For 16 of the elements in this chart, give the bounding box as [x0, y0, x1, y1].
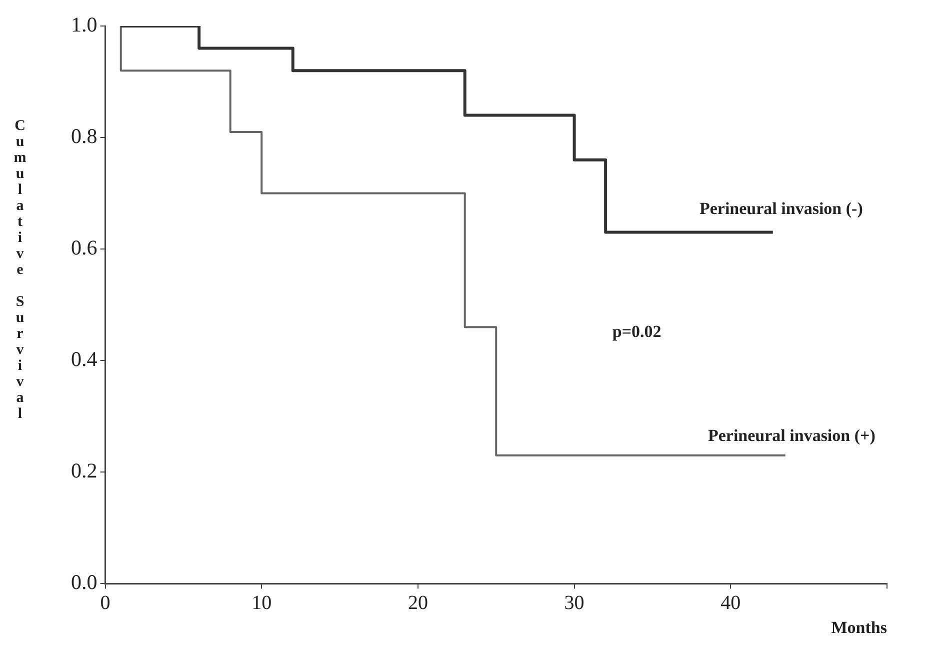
y-tick-label: 1.0	[71, 12, 98, 37]
series-label: Perineural invasion (-)	[699, 199, 863, 218]
x-tick-label: 0	[100, 592, 110, 614]
y-axis-title: Cumulative Survival	[12, 118, 28, 422]
x-axis-title: Months	[831, 618, 888, 638]
x-tick-label: 30	[564, 592, 584, 614]
series-label: Perineural invasion (+)	[708, 426, 876, 446]
x-tick-label: 40	[720, 592, 741, 614]
y-tick-label: 0.4	[71, 347, 98, 372]
y-tick-label: 0.6	[71, 236, 98, 260]
y-tick-label: 0.2	[71, 458, 98, 483]
annotation: p=0.02	[612, 322, 662, 342]
x-tick-label: 20	[408, 592, 428, 614]
x-tick-label: 10	[252, 592, 272, 614]
y-tick-label: 0.0	[71, 570, 98, 594]
y-tick-label: 0.8	[71, 124, 98, 148]
